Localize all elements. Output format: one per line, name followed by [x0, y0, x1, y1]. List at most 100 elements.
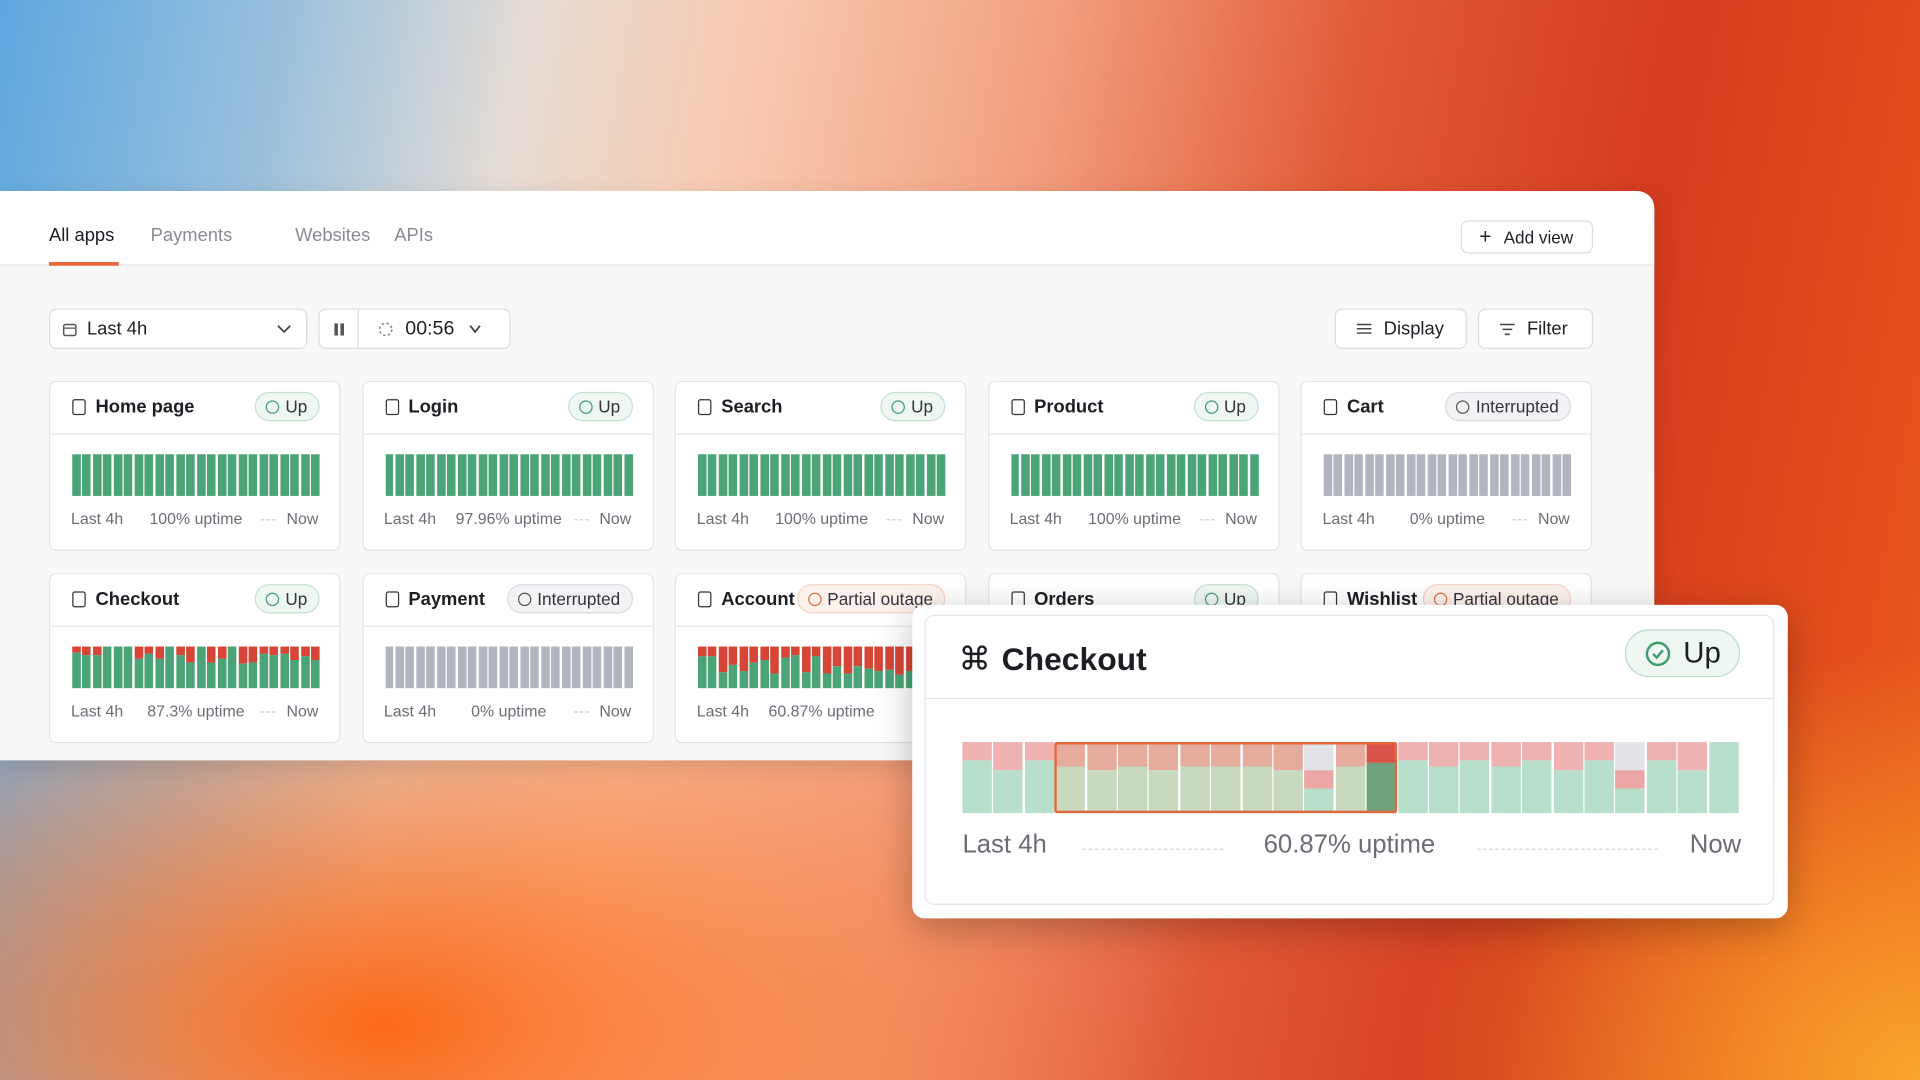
- bar: [718, 646, 728, 689]
- uptime-bars: [1323, 454, 1572, 496]
- card-title: Checkout: [1001, 640, 1147, 678]
- bar-seg: [1218, 454, 1228, 496]
- bar-seg: [1149, 770, 1179, 814]
- bar-seg: [822, 673, 832, 689]
- bar-seg: [884, 646, 894, 670]
- status: Up: [1224, 396, 1246, 417]
- bar: [248, 454, 258, 496]
- bar-seg: [478, 646, 488, 689]
- bar: [801, 454, 811, 496]
- bar: [822, 646, 832, 689]
- bar: [1273, 742, 1303, 814]
- app-icon: [1323, 399, 1338, 416]
- bar: [729, 646, 738, 689]
- tab[interactable]: All apps: [48, 225, 115, 247]
- bar-seg: [248, 454, 258, 496]
- bar-seg: [1344, 454, 1354, 496]
- bar: [1375, 454, 1385, 496]
- tab[interactable]: APIs: [394, 225, 434, 247]
- bar-seg: [1460, 759, 1490, 814]
- bar: [426, 454, 436, 496]
- bar-seg: [551, 646, 560, 689]
- dash: [1199, 519, 1215, 521]
- range-label: Last 4h: [383, 509, 437, 528]
- bar-seg: [385, 454, 394, 496]
- bar: [781, 454, 790, 496]
- bar: [613, 646, 623, 689]
- bar-seg: [905, 671, 915, 689]
- bar-seg: [1428, 766, 1459, 814]
- bar-seg: [812, 656, 821, 689]
- bar-seg: [718, 454, 728, 496]
- bar: [1114, 454, 1124, 496]
- bar-seg: [447, 646, 456, 689]
- bar: [1500, 454, 1509, 496]
- bar-seg: [103, 454, 112, 496]
- bar: [551, 646, 560, 689]
- bar-seg: [1469, 454, 1478, 496]
- refresh-control[interactable]: 00:56: [318, 308, 511, 349]
- bar-seg: [144, 653, 154, 689]
- bar: [791, 646, 801, 689]
- status-icon: [807, 592, 822, 606]
- bar: [1489, 454, 1499, 496]
- tab[interactable]: Payments: [150, 225, 233, 247]
- bar: [1354, 454, 1364, 496]
- bar-seg: [488, 646, 498, 689]
- bar: [520, 454, 529, 496]
- bar-seg: [165, 454, 175, 496]
- bar-seg: [186, 662, 196, 689]
- range-select[interactable]: Last 4h: [48, 308, 308, 349]
- bar-seg: [1180, 766, 1210, 814]
- add-view-button[interactable]: + Add view: [1460, 220, 1594, 254]
- bar-seg: [530, 454, 540, 496]
- bar-seg: [1677, 770, 1708, 814]
- dash: [260, 519, 276, 521]
- end-label: Now: [1689, 830, 1742, 859]
- display-button[interactable]: Display: [1334, 308, 1467, 349]
- bar: [926, 454, 936, 496]
- uptime-bars: [385, 454, 633, 496]
- bar: [884, 646, 894, 689]
- bar-seg: [1180, 742, 1210, 767]
- bar-seg: [520, 646, 529, 689]
- bar: [1117, 742, 1148, 814]
- bar-seg: [134, 658, 144, 689]
- status-badge: Interrupted: [506, 584, 633, 614]
- bar-seg: [186, 454, 196, 496]
- bar: [1448, 454, 1457, 496]
- bar-seg: [416, 646, 425, 689]
- bar-seg: [993, 742, 1023, 771]
- bar-seg: [1149, 742, 1179, 771]
- bar: [1344, 454, 1354, 496]
- bar-seg: [259, 454, 268, 496]
- app-name: Cart: [1346, 396, 1384, 418]
- range-label: Last 4h: [1322, 509, 1375, 528]
- tab[interactable]: Websites: [295, 225, 371, 247]
- bar-seg: [884, 454, 894, 496]
- bar-seg: [82, 655, 92, 689]
- bar: [520, 646, 529, 689]
- end-label: Now: [286, 509, 319, 528]
- bar: [311, 646, 320, 689]
- label: Last 4h: [86, 318, 148, 340]
- bar-seg: [1125, 454, 1134, 496]
- filter-button[interactable]: Filter: [1477, 308, 1594, 349]
- bar: [833, 454, 842, 496]
- bar: [812, 454, 821, 496]
- status-icon: [1204, 592, 1218, 606]
- bar-seg: [1553, 742, 1583, 771]
- bar: [1239, 454, 1248, 496]
- bar-seg: [770, 673, 780, 689]
- status: Up: [911, 396, 934, 417]
- bar: [1323, 454, 1333, 496]
- bar: [488, 454, 498, 496]
- pause-button[interactable]: [320, 309, 359, 348]
- status-badge: Up: [567, 391, 633, 422]
- bar-seg: [895, 646, 904, 675]
- dash: [1082, 848, 1224, 850]
- bar-seg: [572, 454, 581, 496]
- bar-seg: [603, 454, 612, 496]
- bar-seg: [437, 646, 446, 689]
- status-icon: [517, 592, 532, 606]
